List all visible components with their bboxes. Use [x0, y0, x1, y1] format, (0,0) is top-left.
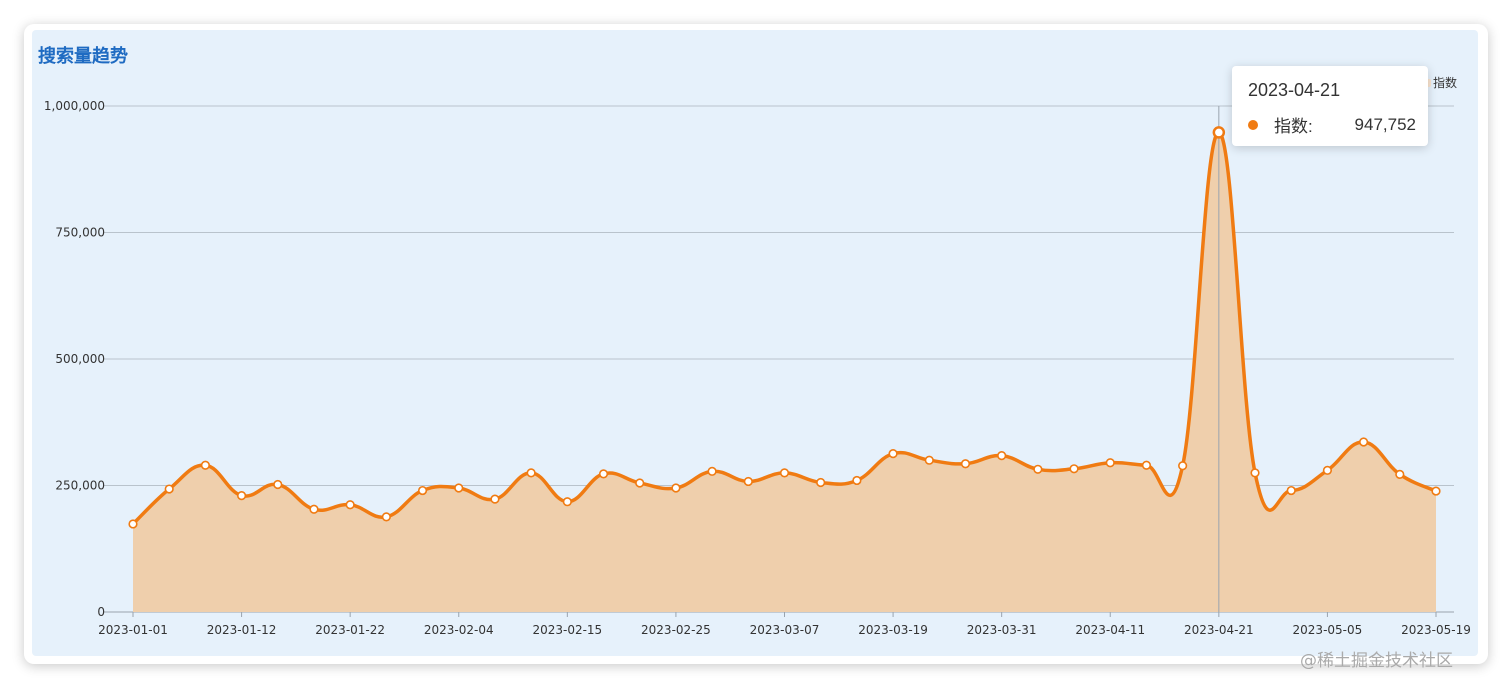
data-point	[1069, 464, 1079, 474]
data-point	[779, 468, 790, 478]
data-point	[1431, 486, 1441, 496]
data-point	[997, 451, 1007, 461]
x-tick-label: 2023-05-05	[1293, 623, 1363, 637]
x-tick-label: 2023-01-01	[98, 623, 168, 637]
area-chart[interactable]: 0 250,000 500,000 750,000 1,000,000 2023-01-0…	[32, 30, 1478, 656]
data-point	[635, 478, 645, 488]
x-tick-label: 2023-04-21	[1184, 623, 1254, 637]
chart-panel: 搜索量趋势 0 250,000 500,000 750,000 1,000,000 202…	[32, 30, 1478, 656]
y-tick-label: 750,000	[55, 226, 105, 240]
panel-title: 搜索量趋势	[38, 46, 128, 67]
data-point	[598, 469, 609, 479]
data-point	[1105, 458, 1115, 468]
x-tick-label: 2023-04-11	[1075, 623, 1145, 637]
data-point	[671, 483, 681, 493]
data-point	[1322, 465, 1333, 475]
data-point	[1033, 464, 1043, 474]
y-tick-label: 1,000,000	[44, 99, 105, 113]
data-point	[816, 477, 826, 488]
data-point	[1212, 126, 1226, 139]
watermark: @稀土掘金技术社区	[1300, 651, 1453, 671]
legend-label: 指数	[1433, 76, 1458, 90]
data-point	[128, 519, 138, 529]
tooltip-row: 指数: 947,752	[1248, 112, 1424, 137]
data-point	[164, 484, 174, 494]
data-point	[236, 491, 247, 501]
data-point	[381, 512, 391, 522]
data-point	[454, 483, 464, 493]
x-tick-label: 2023-03-31	[967, 623, 1037, 637]
data-point	[345, 500, 355, 510]
data-point	[1141, 460, 1152, 470]
x-tick-label: 2023-01-12	[207, 623, 277, 637]
data-point	[743, 476, 753, 487]
data-point	[1250, 468, 1260, 478]
x-tick-label: 2023-02-04	[424, 623, 494, 637]
data-point	[707, 466, 717, 476]
tooltip-date: 2023-04-21	[1248, 80, 1341, 100]
data-point	[526, 468, 536, 478]
x-tick-label: 2023-02-15	[532, 623, 602, 637]
series-line	[131, 130, 1437, 526]
data-point	[490, 494, 500, 504]
x-tick-label: 2023-05-19	[1401, 623, 1471, 637]
chart-card: 搜索量趋势 0 250,000 500,000 750,000 1,000,000 202…	[24, 24, 1488, 664]
data-point	[1395, 469, 1405, 479]
data-point	[417, 485, 428, 496]
data-point	[1359, 437, 1369, 447]
data-point	[1178, 461, 1188, 471]
tooltip-marker	[1248, 119, 1258, 130]
data-point	[200, 460, 210, 470]
x-tick-label: 2023-03-07	[750, 623, 820, 637]
y-tick-label: 250,000	[55, 479, 105, 493]
x-tick-label: 2023-02-25	[641, 623, 711, 637]
data-point	[309, 504, 319, 514]
area-fill	[133, 132, 1436, 612]
data-point	[852, 475, 862, 486]
y-tick-label: 0	[97, 605, 105, 619]
data-point	[562, 497, 572, 507]
x-tick-label: 2023-03-19	[858, 623, 928, 637]
tooltip: 2023-04-21 指数: 947,752	[1232, 66, 1428, 146]
data-point	[1286, 485, 1296, 496]
tooltip-series-label: 指数:	[1274, 117, 1313, 136]
tooltip-value: 947,752	[1354, 114, 1416, 134]
data-point	[960, 459, 971, 469]
data-point	[273, 479, 283, 490]
y-tick-label: 500,000	[55, 352, 105, 366]
data-point	[924, 455, 934, 465]
data-point	[888, 449, 898, 459]
x-tick-label: 2023-01-22	[315, 623, 385, 637]
